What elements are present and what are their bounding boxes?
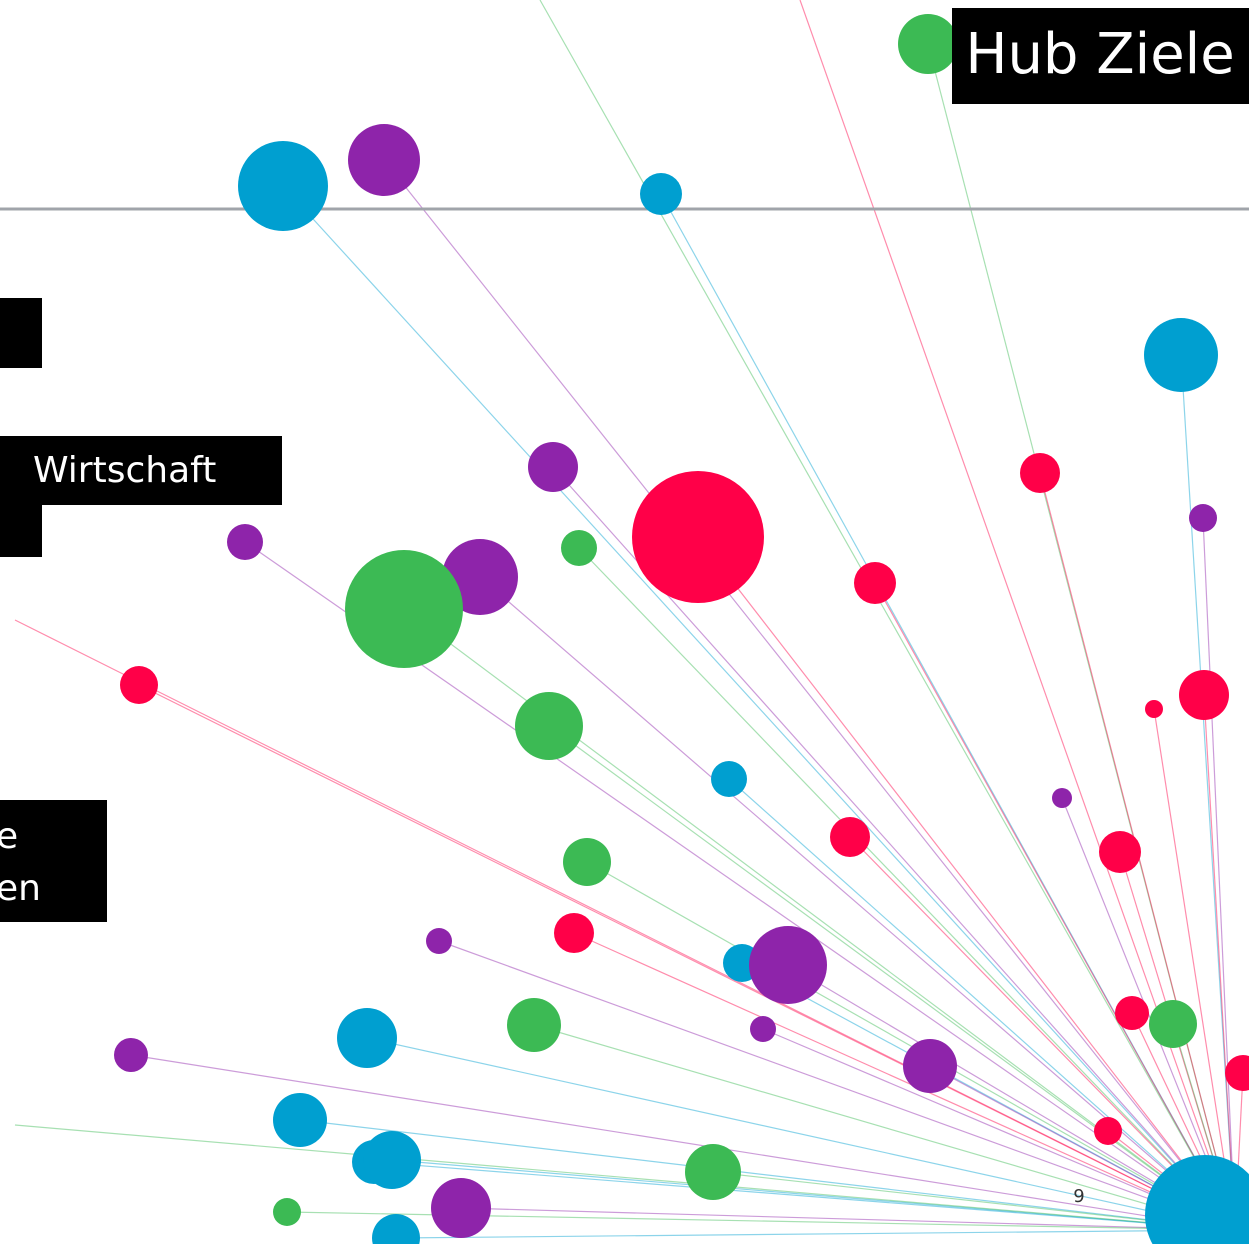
dot bbox=[561, 530, 597, 566]
ray bbox=[283, 186, 1235, 1230]
ray bbox=[1204, 695, 1235, 1230]
dot bbox=[426, 928, 452, 954]
dot bbox=[854, 562, 896, 604]
dot bbox=[554, 913, 594, 953]
label: Wirtschaft bbox=[33, 450, 216, 491]
dot bbox=[1149, 1000, 1197, 1048]
dot bbox=[563, 838, 611, 886]
label: e bbox=[0, 816, 18, 857]
dot bbox=[528, 442, 578, 492]
dot bbox=[898, 14, 958, 74]
dot bbox=[632, 471, 764, 603]
dot bbox=[337, 1008, 397, 1068]
dot bbox=[1094, 1117, 1122, 1145]
dot bbox=[750, 1016, 776, 1042]
dot bbox=[830, 817, 870, 857]
decor-lines bbox=[15, 0, 1243, 1238]
dot bbox=[431, 1178, 491, 1238]
dot bbox=[363, 1131, 421, 1189]
dot bbox=[711, 761, 747, 797]
ray bbox=[15, 1125, 1235, 1230]
dot bbox=[273, 1198, 301, 1226]
slide: Hub Ziele Wirtschaft e en 9 bbox=[0, 0, 1249, 1244]
dot bbox=[1020, 453, 1060, 493]
ray bbox=[396, 1230, 1235, 1238]
title: Hub Ziele bbox=[965, 22, 1234, 87]
dot bbox=[749, 926, 827, 1004]
dot bbox=[903, 1039, 957, 1093]
ray bbox=[587, 862, 1235, 1230]
dot bbox=[1189, 504, 1217, 532]
dot bbox=[120, 666, 158, 704]
dot bbox=[1052, 788, 1072, 808]
dot bbox=[345, 550, 463, 668]
dot bbox=[273, 1093, 327, 1147]
dot bbox=[1145, 700, 1163, 718]
ray bbox=[698, 537, 1235, 1230]
dot bbox=[1145, 1155, 1249, 1244]
dot bbox=[1144, 318, 1218, 392]
dot bbox=[348, 124, 420, 196]
dot bbox=[1115, 996, 1149, 1030]
dot bbox=[372, 1214, 420, 1244]
label-box bbox=[0, 504, 42, 557]
page-number: 9 bbox=[1073, 1186, 1084, 1207]
dot bbox=[640, 173, 682, 215]
dot bbox=[227, 524, 263, 560]
dot bbox=[685, 1144, 741, 1200]
dot bbox=[114, 1038, 148, 1072]
dot bbox=[1179, 670, 1229, 720]
label-box bbox=[0, 298, 42, 368]
label: en bbox=[0, 868, 41, 909]
dot bbox=[238, 141, 328, 231]
dot bbox=[515, 692, 583, 760]
dot bbox=[1099, 831, 1141, 873]
page: Hub Ziele Wirtschaft e en 9 (() => { con… bbox=[0, 0, 1249, 1244]
ray bbox=[439, 941, 1235, 1230]
dot bbox=[507, 998, 561, 1052]
